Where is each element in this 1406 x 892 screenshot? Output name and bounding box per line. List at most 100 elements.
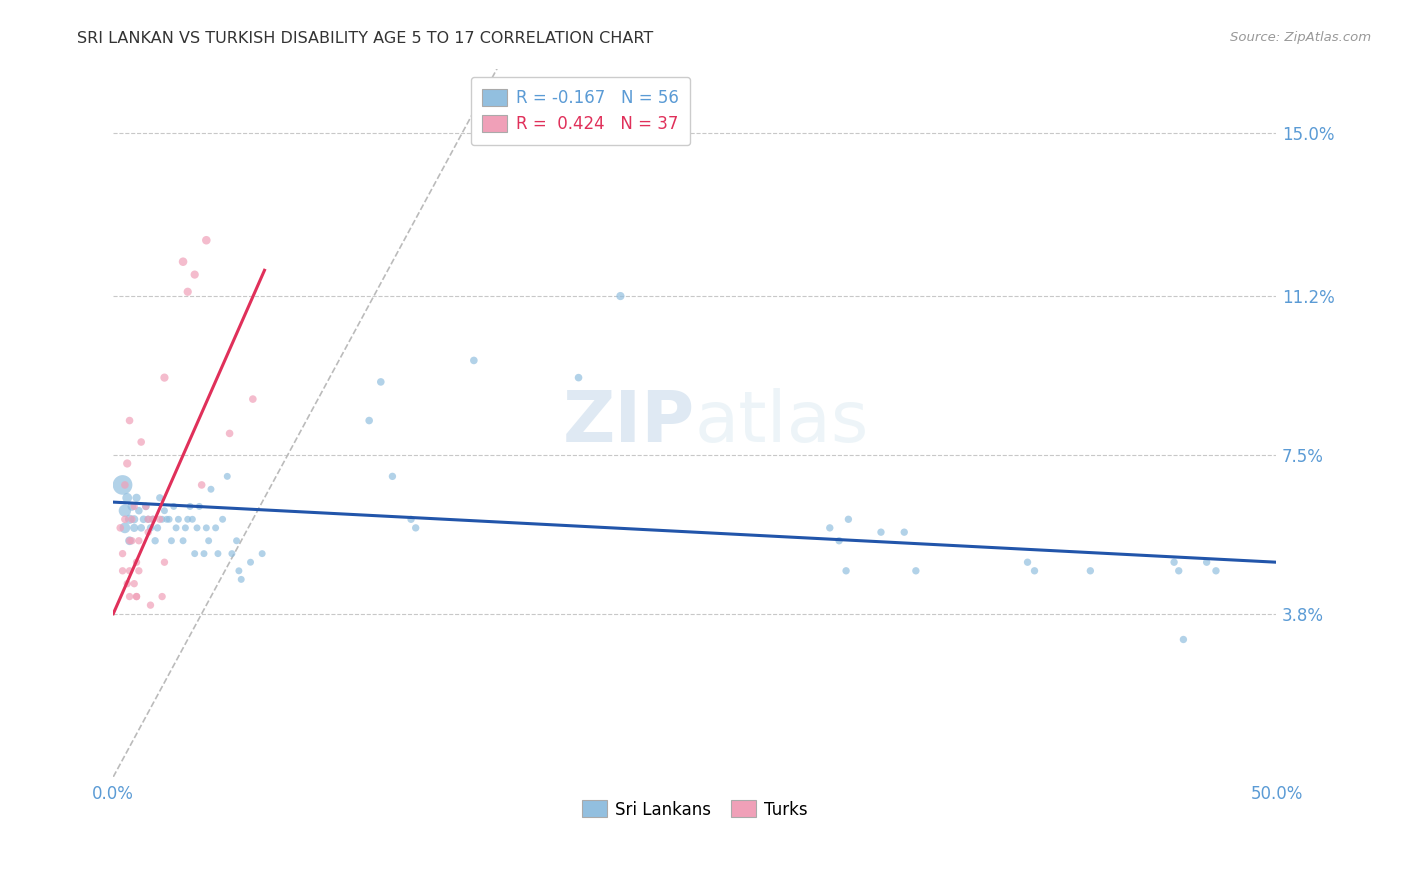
- Point: [128, 564, 150, 578]
- Point: [122, 576, 145, 591]
- Point: [828, 533, 851, 548]
- Point: [142, 512, 165, 526]
- Point: [150, 512, 173, 526]
- Point: [122, 500, 145, 514]
- Point: [129, 521, 152, 535]
- Point: [1167, 564, 1189, 578]
- Point: [211, 512, 233, 526]
- Point: [136, 512, 159, 526]
- Point: [115, 491, 138, 505]
- Point: [163, 500, 186, 514]
- Point: [118, 512, 141, 526]
- Point: [129, 435, 152, 450]
- Point: [118, 590, 141, 604]
- Point: [139, 598, 162, 612]
- Point: [122, 521, 145, 535]
- Point: [218, 426, 240, 441]
- Point: [172, 533, 194, 548]
- Point: [463, 353, 485, 368]
- Point: [177, 512, 200, 526]
- Point: [121, 512, 143, 526]
- Point: [157, 512, 180, 526]
- Point: [399, 512, 422, 526]
- Point: [149, 512, 172, 526]
- Point: [167, 512, 190, 526]
- Point: [250, 547, 273, 561]
- Point: [183, 268, 205, 282]
- Point: [200, 482, 222, 496]
- Point: [121, 500, 143, 514]
- Point: [204, 521, 226, 535]
- Point: [370, 375, 392, 389]
- Point: [405, 521, 427, 535]
- Point: [139, 521, 162, 535]
- Point: [228, 564, 250, 578]
- Point: [136, 525, 159, 540]
- Point: [118, 413, 141, 427]
- Point: [118, 564, 141, 578]
- Point: [135, 500, 157, 514]
- Point: [217, 469, 239, 483]
- Point: [125, 491, 148, 505]
- Point: [197, 533, 219, 548]
- Point: [835, 564, 858, 578]
- Point: [146, 521, 169, 535]
- Point: [207, 547, 229, 561]
- Point: [177, 285, 200, 299]
- Point: [165, 521, 187, 535]
- Point: [142, 512, 165, 526]
- Point: [1163, 555, 1185, 569]
- Point: [136, 512, 159, 526]
- Point: [143, 533, 166, 548]
- Point: [122, 512, 145, 526]
- Point: [1017, 555, 1039, 569]
- Point: [111, 478, 134, 492]
- Text: ZIP: ZIP: [562, 388, 695, 458]
- Point: [156, 512, 179, 526]
- Point: [195, 233, 218, 247]
- Point: [128, 533, 150, 548]
- Point: [221, 547, 243, 561]
- Point: [111, 547, 134, 561]
- Point: [121, 533, 143, 548]
- Point: [149, 491, 172, 505]
- Point: [186, 521, 208, 535]
- Point: [1078, 564, 1101, 578]
- Point: [174, 521, 197, 535]
- Point: [125, 590, 148, 604]
- Point: [359, 413, 381, 427]
- Point: [870, 525, 893, 540]
- Point: [132, 512, 155, 526]
- Point: [114, 512, 136, 526]
- Point: [1205, 564, 1227, 578]
- Point: [190, 478, 212, 492]
- Point: [135, 500, 157, 514]
- Point: [381, 469, 404, 483]
- Point: [239, 555, 262, 569]
- Point: [1173, 632, 1195, 647]
- Point: [114, 478, 136, 492]
- Point: [195, 521, 218, 535]
- Legend: Sri Lankans, Turks: Sri Lankans, Turks: [575, 794, 814, 825]
- Point: [110, 521, 132, 535]
- Point: [118, 533, 141, 548]
- Point: [1195, 555, 1218, 569]
- Point: [225, 533, 247, 548]
- Point: [609, 289, 631, 303]
- Point: [172, 254, 194, 268]
- Point: [181, 512, 204, 526]
- Point: [818, 521, 841, 535]
- Point: [193, 547, 215, 561]
- Point: [114, 504, 136, 518]
- Point: [837, 512, 859, 526]
- Point: [114, 521, 136, 535]
- Point: [115, 457, 138, 471]
- Text: atlas: atlas: [695, 388, 869, 458]
- Text: Source: ZipAtlas.com: Source: ZipAtlas.com: [1230, 31, 1371, 45]
- Point: [183, 547, 205, 561]
- Point: [188, 500, 211, 514]
- Point: [111, 564, 134, 578]
- Point: [1024, 564, 1046, 578]
- Point: [118, 533, 141, 548]
- Point: [115, 576, 138, 591]
